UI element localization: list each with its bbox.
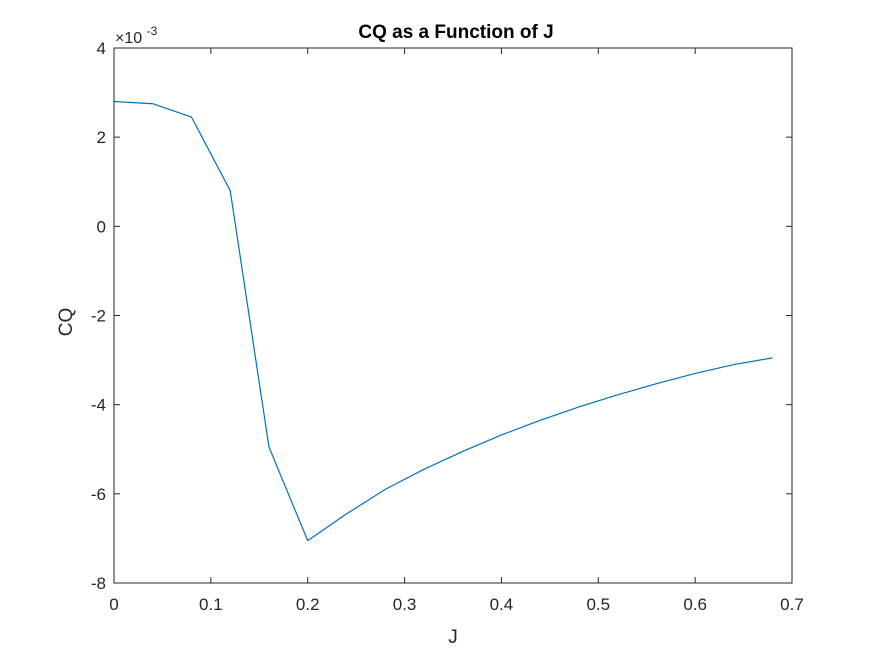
x-axis-title: J <box>448 627 458 648</box>
y-axis: -8 -6 -4 -2 0 2 4 <box>91 39 792 593</box>
y-tick-label: -8 <box>91 574 106 593</box>
y-tick-label: -4 <box>91 396 106 415</box>
chart-title: CQ as a Function of J <box>358 22 553 43</box>
x-tick-label: 0.4 <box>490 595 514 614</box>
y-exponent-label: ×10 -3 <box>115 24 158 47</box>
y-tick-label: 0 <box>97 217 106 236</box>
y-exponent-power: -3 <box>147 24 158 38</box>
plot-area <box>114 48 792 583</box>
y-tick-label: 2 <box>97 128 106 147</box>
plot-background <box>114 48 792 583</box>
x-tick-label: 0.6 <box>683 595 707 614</box>
x-tick-label: 0 <box>109 595 118 614</box>
series-line-0 <box>113 100 773 542</box>
series-layer <box>113 100 773 542</box>
y-exponent-base: ×10 <box>115 30 142 47</box>
x-tick-label: 0.3 <box>393 595 417 614</box>
x-tick-label: 0.7 <box>780 595 804 614</box>
x-tick-label: 0.5 <box>586 595 610 614</box>
y-tick-label: -2 <box>91 307 106 326</box>
x-axis: 0 0.1 0.2 0.3 0.4 0.5 0.6 0.7 <box>109 48 804 614</box>
y-tick-label: 4 <box>97 39 106 58</box>
y-axis-title: CQ <box>56 308 77 337</box>
x-tick-label: 0.2 <box>296 595 320 614</box>
y-tick-label: -6 <box>91 485 106 504</box>
x-tick-label: 0.1 <box>199 595 223 614</box>
